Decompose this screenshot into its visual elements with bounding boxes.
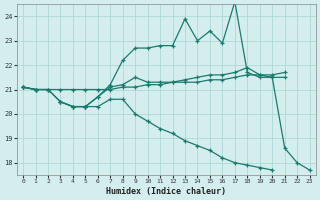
X-axis label: Humidex (Indice chaleur): Humidex (Indice chaleur) bbox=[106, 187, 226, 196]
